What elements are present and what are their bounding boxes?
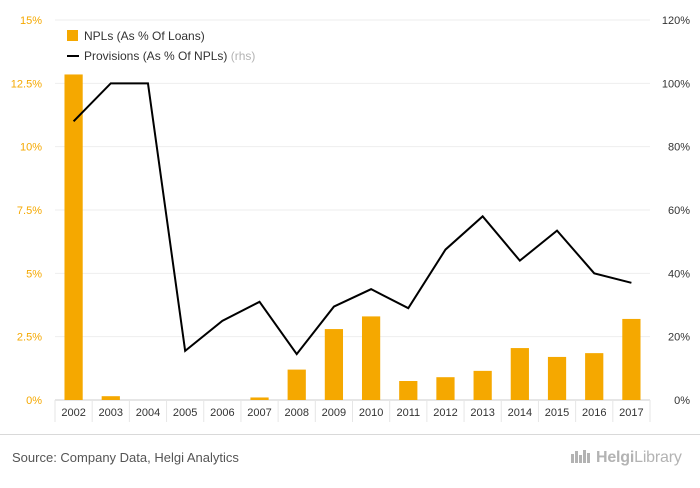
legend-layer: NPLs (As % Of Loans) Provisions (As % Of … — [67, 29, 255, 63]
brand-name-right: Library — [634, 449, 682, 466]
legend-label-provisions: Provisions (As % Of NPLs) (rhs) — [84, 49, 255, 63]
left-axis-tick-label: 7.5% — [17, 205, 42, 217]
x-axis-tick-label: 2013 — [470, 407, 494, 419]
npl-bar — [622, 319, 640, 400]
x-axis-tick-label: 2011 — [396, 407, 420, 419]
x-axis-tick-label: 2010 — [359, 407, 383, 419]
x-axis-tick-label: 2012 — [433, 407, 457, 419]
bar-layer — [64, 74, 640, 400]
right-axis-tick-label: 20% — [668, 332, 690, 344]
x-axis-tick-label: 2003 — [99, 407, 123, 419]
npl-bar — [64, 74, 82, 400]
npl-bar — [474, 371, 492, 400]
npl-bar — [362, 316, 380, 400]
left-axis-tick-label: 15% — [20, 15, 42, 27]
legend-label-npl: NPLs (As % Of Loans) — [84, 29, 205, 43]
line-layer — [74, 83, 632, 354]
x-axis-tick-label: 2016 — [582, 407, 606, 419]
right-axis-tick-label: 40% — [668, 268, 690, 280]
footer-divider — [0, 434, 700, 435]
right-axis-tick-label: 100% — [662, 78, 690, 90]
x-axis-tick-label: 2002 — [61, 407, 85, 419]
right-axis-tick-label: 60% — [668, 205, 690, 217]
brand-logo: HelgiLibrary — [570, 448, 682, 467]
left-axis-tick-label: 0% — [26, 395, 42, 407]
provisions-line — [74, 83, 632, 354]
left-axis-tick-label: 5% — [26, 268, 42, 280]
x-axis-tick-label: 2017 — [619, 407, 643, 419]
npl-bar — [548, 357, 566, 400]
source-note: Source: Company Data, Helgi Analytics — [12, 450, 239, 465]
x-axis-tick-label: 2004 — [136, 407, 160, 419]
right-axis-tick-label: 80% — [668, 142, 690, 154]
x-axis-tick-label: 2014 — [508, 407, 532, 419]
right-axis-tick-label: 0% — [674, 395, 690, 407]
x-axis-tick-label: 2007 — [247, 407, 271, 419]
legend-rhs-suffix: (rhs) — [231, 49, 256, 63]
npl-bar — [436, 377, 454, 400]
brand-name-left: Helgi — [596, 449, 634, 466]
npl-bar — [102, 396, 120, 400]
npl-bar — [288, 370, 306, 400]
x-axis-tick-label: 2006 — [210, 407, 234, 419]
npl-bar — [511, 348, 529, 400]
npl-bar — [250, 397, 268, 400]
npl-bar — [585, 353, 603, 400]
x-axis-tick-label: 2009 — [322, 407, 346, 419]
legend-swatch-npl — [67, 30, 78, 41]
right-axis-tick-label: 120% — [662, 15, 690, 27]
left-axis-tick-label: 10% — [20, 142, 42, 154]
library-icon — [570, 448, 592, 464]
x-axis-tick-label: 2005 — [173, 407, 197, 419]
npl-bar — [325, 329, 343, 400]
left-axis-tick-label: 12.5% — [11, 78, 42, 90]
x-axis-tick-label: 2015 — [545, 407, 569, 419]
npl-bar — [399, 381, 417, 400]
x-axis-tick-label: 2008 — [284, 407, 308, 419]
left-axis-tick-label: 2.5% — [17, 332, 42, 344]
